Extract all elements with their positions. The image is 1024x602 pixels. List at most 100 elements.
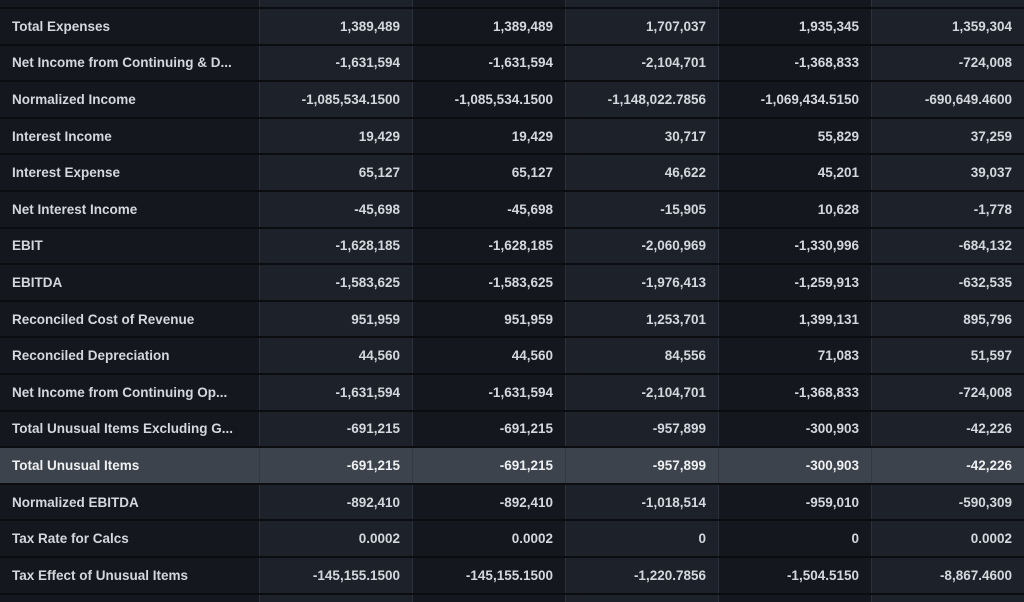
value-cell: 1,399,131 — [719, 301, 872, 337]
table-row[interactable]: Normalized EBITDA -892,410 -892,410 -1,0… — [0, 484, 1024, 522]
value-cell: 65,127 — [260, 155, 413, 190]
value-cell: -15,905 — [566, 191, 719, 227]
value-cell: 71,083 — [719, 338, 872, 373]
table-row[interactable]: Tax Rate for Calcs 0.0002 0.0002 0 0 0.0… — [0, 521, 1024, 558]
value-cell: -1,631,594 — [413, 45, 566, 81]
row-label — [0, 0, 260, 7]
value-cell: 39,037 — [872, 155, 1024, 190]
table-row[interactable]: Total Expenses 1,389,489 1,389,489 1,707… — [0, 9, 1024, 46]
row-label: Total Unusual Items Excluding G... — [0, 411, 260, 447]
value-cell: -1,778 — [872, 191, 1024, 227]
value-cell — [566, 594, 719, 602]
row-label: EBIT — [0, 228, 260, 264]
value-cell: -590,309 — [872, 484, 1024, 520]
row-label: Net Income from Continuing & D... — [0, 45, 260, 81]
value-cell: -959,010 — [719, 484, 872, 520]
value-cell: -691,215 — [413, 448, 566, 483]
value-cell — [872, 0, 1024, 7]
value-cell: -1,631,594 — [260, 45, 413, 81]
value-cell: -1,628,185 — [413, 228, 566, 264]
value-cell — [260, 0, 413, 7]
value-cell: -1,631,594 — [413, 374, 566, 410]
value-cell: -957,899 — [566, 411, 719, 447]
value-cell: -684,132 — [872, 228, 1024, 264]
value-cell: 51,597 — [872, 338, 1024, 373]
row-label: Net Interest Income — [0, 191, 260, 227]
value-cell: -1,259,913 — [719, 265, 872, 300]
value-cell: 0.0002 — [872, 521, 1024, 556]
table-row[interactable]: Tax Effect of Unusual Items -145,155.150… — [0, 557, 1024, 595]
row-label: Normalized EBITDA — [0, 484, 260, 520]
table-row[interactable]: EBIT -1,628,185 -1,628,185 -2,060,969 -1… — [0, 228, 1024, 266]
value-cell: 45,201 — [719, 155, 872, 190]
value-cell: -1,504.5150 — [719, 557, 872, 593]
value-cell: 0 — [566, 521, 719, 556]
table-row[interactable]: Total Unusual Items -691,215 -691,215 -9… — [0, 448, 1024, 485]
row-label: Net Income from Continuing Op... — [0, 374, 260, 410]
value-cell: -1,976,413 — [566, 265, 719, 300]
value-cell: -145,155.1500 — [413, 557, 566, 593]
table-row[interactable]: Normalized Income -1,085,534.1500 -1,085… — [0, 82, 1024, 119]
value-cell — [566, 0, 719, 7]
value-cell: 55,829 — [719, 118, 872, 154]
value-cell: -691,215 — [260, 411, 413, 447]
value-cell — [413, 594, 566, 602]
value-cell — [719, 594, 872, 602]
value-cell: -1,583,625 — [413, 265, 566, 300]
table-row[interactable]: Net Interest Income -45,698 -45,698 -15,… — [0, 191, 1024, 229]
table-row[interactable]: Total Unusual Items Excluding G... -691,… — [0, 411, 1024, 449]
value-cell: -632,535 — [872, 265, 1024, 300]
value-cell: -145,155.1500 — [260, 557, 413, 593]
value-cell: -42,226 — [872, 411, 1024, 447]
value-cell: 951,959 — [413, 301, 566, 337]
value-cell: 30,717 — [566, 118, 719, 154]
value-cell: -690,649.4600 — [872, 82, 1024, 117]
table-row[interactable]: Interest Income 19,429 19,429 30,717 55,… — [0, 118, 1024, 156]
value-cell: -691,215 — [260, 448, 413, 483]
value-cell: 10,628 — [719, 191, 872, 227]
row-label: Reconciled Depreciation — [0, 338, 260, 373]
value-cell: 65,127 — [413, 155, 566, 190]
value-cell: -1,368,833 — [719, 45, 872, 81]
value-cell: -724,008 — [872, 374, 1024, 410]
table-row[interactable]: Reconciled Cost of Revenue 951,959 951,9… — [0, 301, 1024, 339]
value-cell: -1,220.7856 — [566, 557, 719, 593]
value-cell: -691,215 — [413, 411, 566, 447]
value-cell — [872, 594, 1024, 602]
row-label: Tax Rate for Calcs — [0, 521, 260, 556]
row-label: Interest Expense — [0, 155, 260, 190]
value-cell: 44,560 — [260, 338, 413, 373]
table-row[interactable]: Reconciled Depreciation 44,560 44,560 84… — [0, 338, 1024, 375]
value-cell: 44,560 — [413, 338, 566, 373]
value-cell: 19,429 — [260, 118, 413, 154]
value-cell — [260, 594, 413, 602]
value-cell: -1,330,996 — [719, 228, 872, 264]
table-row[interactable]: EBITDA -1,583,625 -1,583,625 -1,976,413 … — [0, 265, 1024, 302]
value-cell: -45,698 — [260, 191, 413, 227]
value-cell: -1,018,514 — [566, 484, 719, 520]
value-cell: -2,104,701 — [566, 374, 719, 410]
row-label: Normalized Income — [0, 82, 260, 117]
value-cell: 1,707,037 — [566, 9, 719, 44]
value-cell: -1,085,534.1500 — [260, 82, 413, 117]
value-cell: -1,368,833 — [719, 374, 872, 410]
value-cell: -1,631,594 — [260, 374, 413, 410]
row-label: EBITDA — [0, 265, 260, 300]
value-cell: -1,628,185 — [260, 228, 413, 264]
table-row[interactable]: Net Income from Continuing & D... -1,631… — [0, 45, 1024, 83]
value-cell: 1,389,489 — [260, 9, 413, 44]
value-cell: 1,359,304 — [872, 9, 1024, 44]
value-cell: -1,583,625 — [260, 265, 413, 300]
value-cell: -45,698 — [413, 191, 566, 227]
value-cell: -1,085,534.1500 — [413, 82, 566, 117]
value-cell: 895,796 — [872, 301, 1024, 337]
value-cell — [413, 0, 566, 7]
value-cell: 37,259 — [872, 118, 1024, 154]
value-cell: 0 — [719, 521, 872, 556]
table-row[interactable]: Net Income from Continuing Op... -1,631,… — [0, 374, 1024, 412]
value-cell: 1,389,489 — [413, 9, 566, 44]
row-label: Interest Income — [0, 118, 260, 154]
row-label: Reconciled Cost of Revenue — [0, 301, 260, 337]
table-row[interactable]: Interest Expense 65,127 65,127 46,622 45… — [0, 155, 1024, 192]
